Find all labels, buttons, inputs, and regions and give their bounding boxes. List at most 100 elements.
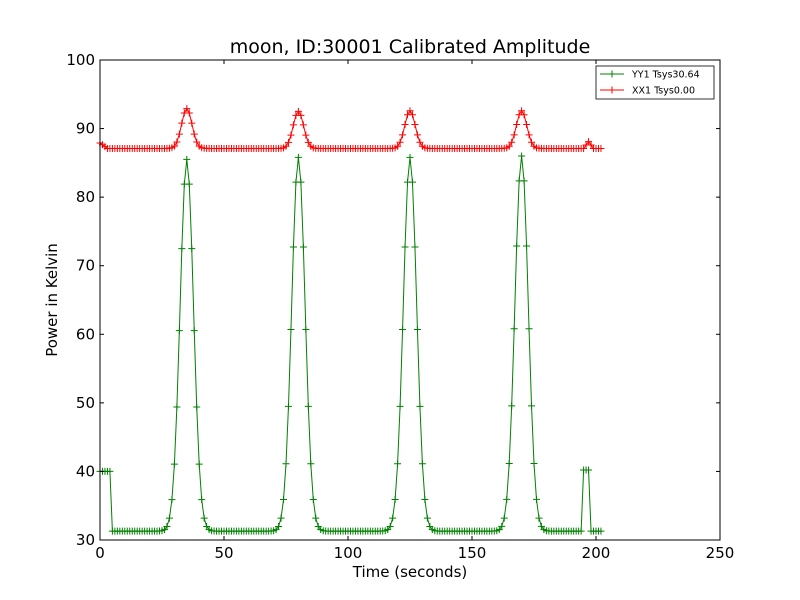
- data-point-yy1: [408, 178, 416, 186]
- y-tick-label: 70: [76, 257, 95, 275]
- data-point-xx1: [399, 131, 407, 139]
- data-point-xx1: [508, 138, 516, 146]
- data-point-yy1: [585, 466, 593, 474]
- chart-title: moon, ID:30001 Calibrated Amplitude: [230, 36, 591, 58]
- data-point-xx1: [297, 111, 305, 119]
- data-point-yy1: [280, 495, 288, 503]
- data-point-xx1: [408, 111, 416, 119]
- series-layer: [96, 105, 605, 535]
- data-point-xx1: [284, 138, 292, 146]
- series-xx1: [96, 105, 605, 152]
- y-axis-label: Power in Kelvin: [43, 243, 61, 357]
- data-point-yy1: [294, 153, 302, 161]
- data-point-yy1: [188, 245, 196, 253]
- data-point-yy1: [518, 152, 526, 160]
- data-point-yy1: [190, 327, 198, 335]
- data-point-yy1: [307, 460, 315, 468]
- legend-label-xx1: XX1 Tsys0.00: [632, 86, 695, 97]
- data-point-yy1: [505, 460, 513, 468]
- legend-entry-yy1: YY1 Tsys30.64: [600, 70, 700, 81]
- data-point-xx1: [188, 119, 196, 127]
- data-point-xx1: [185, 109, 193, 117]
- data-point-xx1: [510, 131, 518, 139]
- data-point-yy1: [193, 403, 201, 411]
- legend-label-yy1: YY1 Tsys30.64: [631, 70, 700, 81]
- data-point-xx1: [396, 138, 404, 146]
- y-tick-label: 90: [76, 120, 95, 138]
- data-point-yy1: [304, 402, 312, 410]
- data-point-xx1: [304, 138, 312, 146]
- data-point-yy1: [525, 325, 533, 333]
- data-point-yy1: [297, 178, 305, 186]
- data-point-xx1: [299, 121, 307, 129]
- data-point-xx1: [294, 107, 302, 115]
- x-tick-label: 0: [95, 544, 105, 562]
- data-point-yy1: [498, 522, 506, 530]
- data-point-yy1: [500, 514, 508, 522]
- data-point-yy1: [302, 326, 310, 334]
- data-point-xx1: [282, 142, 290, 150]
- legend: YY1 Tsys30.64 XX1 Tsys0.00: [595, 65, 715, 100]
- data-point-yy1: [287, 326, 295, 334]
- data-point-yy1: [195, 460, 203, 468]
- data-point-yy1: [577, 527, 585, 535]
- data-point-xx1: [520, 111, 528, 119]
- y-tick-label: 100: [66, 51, 95, 69]
- data-point-yy1: [185, 180, 193, 188]
- data-point-yy1: [418, 460, 426, 468]
- data-point-yy1: [523, 242, 531, 250]
- plot-frame: [99, 59, 721, 541]
- data-point-xx1: [173, 138, 181, 146]
- data-point-yy1: [277, 514, 285, 522]
- data-point-yy1: [106, 467, 114, 475]
- data-point-yy1: [386, 522, 394, 530]
- data-point-yy1: [532, 495, 540, 503]
- y-tick-label: 40: [76, 462, 95, 480]
- data-point-yy1: [391, 495, 399, 503]
- data-point-yy1: [530, 460, 538, 468]
- data-point-yy1: [413, 326, 421, 334]
- data-point-xx1: [175, 130, 183, 138]
- y-tick-label: 80: [76, 188, 95, 206]
- data-point-yy1: [198, 496, 206, 504]
- y-tick-label: 60: [76, 325, 95, 343]
- series-yy1: [96, 152, 605, 535]
- data-point-xx1: [413, 131, 421, 139]
- y-tick-label: 30: [76, 531, 95, 549]
- data-point-yy1: [168, 496, 176, 504]
- data-point-yy1: [421, 495, 429, 503]
- data-point-yy1: [309, 495, 317, 503]
- data-point-yy1: [165, 514, 173, 522]
- data-point-xx1: [597, 144, 605, 152]
- data-point-xx1: [302, 131, 310, 139]
- data-point-xx1: [401, 120, 409, 128]
- data-point-yy1: [183, 155, 191, 163]
- data-point-yy1: [282, 460, 290, 468]
- data-point-yy1: [396, 402, 404, 410]
- data-point-xx1: [289, 121, 297, 129]
- data-point-yy1: [275, 522, 283, 530]
- data-point-xx1: [190, 130, 198, 138]
- data-point-yy1: [175, 327, 183, 335]
- data-point-yy1: [510, 325, 518, 333]
- data-point-xx1: [411, 120, 419, 128]
- data-point-yy1: [411, 243, 419, 251]
- data-point-xx1: [406, 107, 414, 115]
- legend-entry-xx1: XX1 Tsys0.00: [600, 86, 695, 97]
- data-point-yy1: [520, 177, 528, 185]
- y-tick-label: 50: [76, 394, 95, 412]
- x-tick-label: 200: [582, 544, 611, 562]
- data-point-yy1: [163, 522, 171, 530]
- legend-marker-yy1: [608, 70, 616, 78]
- data-point-xx1: [518, 107, 526, 115]
- data-point-yy1: [528, 402, 536, 410]
- data-point-xx1: [416, 138, 424, 146]
- data-point-yy1: [299, 243, 307, 251]
- data-point-yy1: [416, 402, 424, 410]
- data-point-xx1: [523, 120, 531, 128]
- data-point-yy1: [200, 514, 208, 522]
- x-tick-label: 100: [334, 544, 363, 562]
- x-tick-label: 250: [706, 544, 735, 562]
- data-point-yy1: [389, 514, 397, 522]
